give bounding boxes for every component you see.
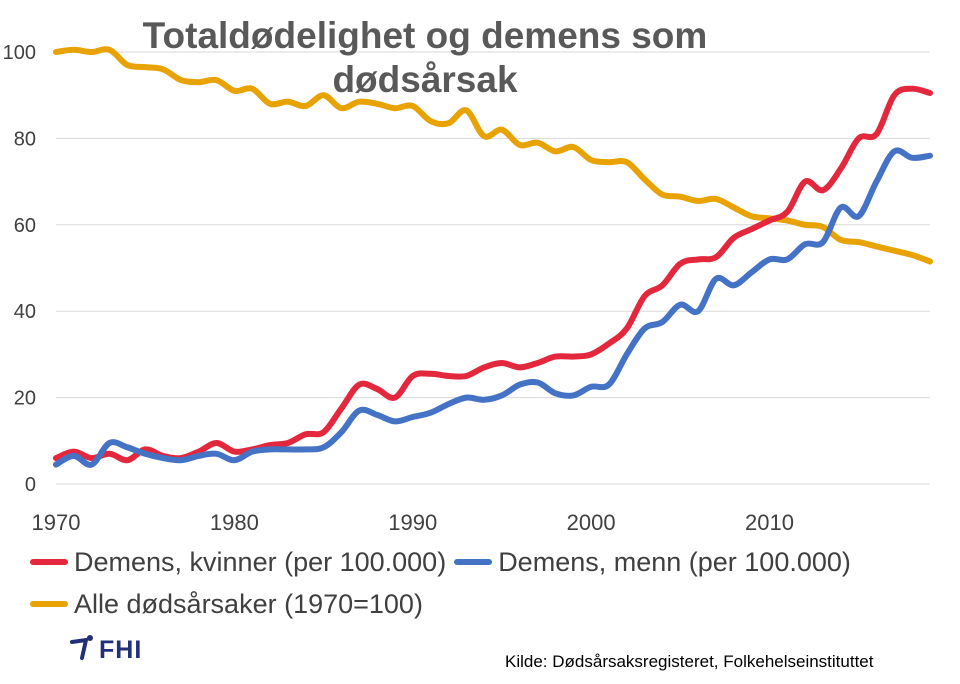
x-tick-label: 1990 bbox=[388, 510, 437, 535]
x-axis-ticks: 1970 1980 1990 2000 2010 bbox=[32, 510, 794, 535]
x-tick-label: 1980 bbox=[210, 510, 259, 535]
chart-title: Totaldødelighet og demens som dødsårsak bbox=[142, 15, 708, 100]
y-axis-ticks: 0 20 40 60 80 100 bbox=[3, 42, 36, 496]
legend-item-women: Demens, kvinner (per 100.000) bbox=[30, 547, 446, 578]
legend-label-all: Alle dødsårsaker (1970=100) bbox=[74, 588, 423, 619]
y-tick-label: 0 bbox=[25, 474, 36, 496]
y-tick-label: 100 bbox=[3, 42, 36, 64]
y-tick-label: 20 bbox=[14, 388, 36, 410]
series-lines bbox=[53, 46, 933, 468]
fhi-logo-icon bbox=[70, 634, 96, 667]
x-tick-label: 2010 bbox=[745, 510, 794, 535]
fhi-logo: FHI bbox=[70, 634, 142, 667]
legend-row-1: Demens, kvinner (per 100.000) Demens, me… bbox=[30, 542, 859, 582]
legend-label-men: Demens, menn (per 100.000) bbox=[498, 546, 851, 577]
source-note: Kilde: Dødsårsaksregisteret, Folkehelsei… bbox=[505, 652, 874, 671]
x-tick-label: 1970 bbox=[32, 510, 81, 535]
legend-item-all: Alle dødsårsaker (1970=100) bbox=[30, 589, 423, 620]
line-chart: 0 20 40 60 80 100 1970 1980 1990 2000 2010 bbox=[3, 42, 933, 535]
legend-swatch-women bbox=[30, 559, 68, 565]
series-line-women bbox=[53, 85, 933, 464]
legend-label-women: Demens, kvinner (per 100.000) bbox=[74, 546, 447, 577]
series-line-all-causes bbox=[53, 46, 933, 265]
series-line-men bbox=[53, 147, 933, 468]
y-tick-label: 40 bbox=[14, 301, 36, 323]
gridlines bbox=[56, 51, 930, 485]
legend-item-men: Demens, menn (per 100.000) bbox=[454, 547, 851, 578]
legend-row-2: Alle dødsårsaker (1970=100) bbox=[30, 584, 431, 624]
y-tick-label: 80 bbox=[14, 128, 36, 150]
y-tick-label: 60 bbox=[14, 215, 36, 237]
x-tick-label: 2000 bbox=[567, 510, 616, 535]
legend-swatch-all bbox=[30, 601, 68, 607]
fhi-logo-text: FHI bbox=[99, 636, 143, 664]
legend-swatch-men bbox=[454, 559, 493, 565]
